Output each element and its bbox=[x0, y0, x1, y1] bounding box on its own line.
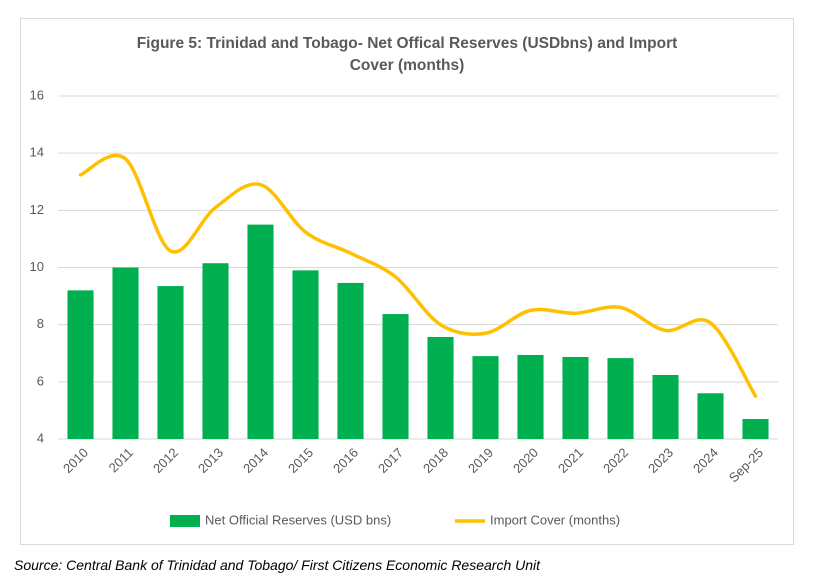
bar bbox=[337, 282, 364, 439]
x-tick-label: 2022 bbox=[600, 445, 631, 476]
x-tick-label: 2014 bbox=[240, 445, 271, 476]
x-tick-label: 2012 bbox=[150, 445, 181, 476]
bar bbox=[67, 290, 94, 439]
source-note: Source: Central Bank of Trinidad and Tob… bbox=[14, 557, 541, 573]
x-tick-label: 2023 bbox=[645, 445, 676, 476]
bar bbox=[697, 393, 724, 439]
x-tick-label: Sep-25 bbox=[726, 445, 766, 485]
y-tick-label: 12 bbox=[30, 202, 44, 217]
x-tick-label: 2020 bbox=[510, 445, 541, 476]
bar bbox=[112, 267, 139, 439]
line bbox=[78, 153, 758, 398]
bar bbox=[427, 336, 454, 439]
bar bbox=[472, 356, 499, 439]
legend-swatch bbox=[170, 515, 200, 527]
chart-title: Figure 5: Trinidad and Tobago- Net Offic… bbox=[136, 35, 678, 74]
x-tick-label: 2021 bbox=[555, 445, 586, 476]
chart-frame bbox=[20, 18, 794, 545]
bar bbox=[607, 358, 634, 439]
x-tick-label: 2018 bbox=[420, 445, 451, 476]
bar bbox=[652, 374, 679, 439]
y-tick-label: 4 bbox=[37, 430, 44, 445]
x-tick-label: 2013 bbox=[195, 445, 226, 476]
x-tick-label: 2010 bbox=[60, 445, 91, 476]
y-tick-label: 8 bbox=[37, 316, 44, 331]
x-tick-label: 2011 bbox=[106, 445, 136, 475]
bar bbox=[247, 224, 274, 439]
y-tick-label: 16 bbox=[30, 87, 44, 102]
bar bbox=[562, 356, 589, 439]
x-tick-label: 2015 bbox=[285, 445, 316, 476]
bar bbox=[742, 418, 769, 439]
bar bbox=[517, 354, 544, 439]
y-tick-label: 6 bbox=[37, 373, 44, 388]
bar bbox=[382, 314, 409, 439]
x-tick-label: 2024 bbox=[690, 445, 721, 476]
x-tick-label: 2016 bbox=[330, 445, 361, 476]
y-tick-label: 10 bbox=[30, 259, 44, 274]
bar bbox=[157, 286, 184, 439]
legend-label: Import Cover (months) bbox=[490, 512, 620, 527]
bar bbox=[292, 270, 319, 439]
x-tick-label: 2019 bbox=[465, 445, 496, 476]
bar bbox=[202, 263, 229, 439]
y-tick-label: 14 bbox=[30, 145, 44, 160]
x-tick-label: 2017 bbox=[375, 445, 406, 476]
legend-label: Net Official Reserves (USD bns) bbox=[205, 512, 391, 527]
